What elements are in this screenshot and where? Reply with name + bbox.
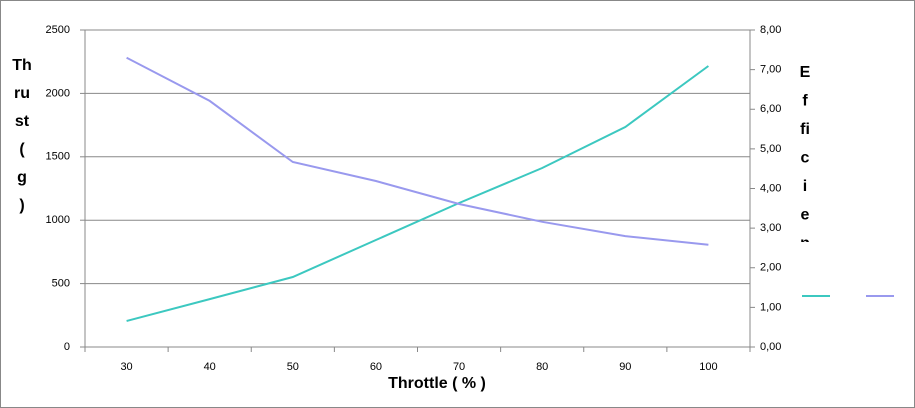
y2-axis-title: i xyxy=(803,178,807,195)
y-axis-title: Th xyxy=(12,57,32,74)
y-tick-label: 500 xyxy=(52,278,70,290)
x-tick-label: 50 xyxy=(287,361,299,373)
y2-tick-label: 4,00 xyxy=(760,182,781,194)
y2-axis-title: c xyxy=(801,150,810,167)
y2-tick-label: 0,00 xyxy=(760,341,781,353)
y2-tick-label: 5,00 xyxy=(760,143,781,155)
y-tick-label: 2500 xyxy=(46,24,70,36)
x-tick-label: 70 xyxy=(453,361,465,373)
y-axis-title: ( xyxy=(19,141,25,158)
x-tick-label: 90 xyxy=(619,361,631,373)
x-tick-label: 100 xyxy=(699,361,717,373)
y-tick-label: 1500 xyxy=(46,151,70,163)
x-axis-title: Throttle ( % ) xyxy=(388,375,486,392)
y2-tick-label: 7,00 xyxy=(760,64,781,76)
y-tick-label: 0 xyxy=(64,341,70,353)
y-axis-title: g xyxy=(17,169,27,186)
y-axis-title: ) xyxy=(19,197,24,214)
y2-tick-label: 2,00 xyxy=(760,262,781,274)
y2-axis-title: e xyxy=(801,207,810,224)
y2-tick-label: 8,00 xyxy=(760,24,781,36)
line-series xyxy=(126,56,709,246)
y-axis-title: st xyxy=(15,113,30,130)
y2-tick-label: 6,00 xyxy=(760,103,781,115)
y-tick-label: 1000 xyxy=(46,214,70,226)
y-tick-label: 2000 xyxy=(46,87,70,99)
y2-axis-title: E xyxy=(800,64,811,81)
y2-tick-label: 3,00 xyxy=(760,222,781,234)
y2-tick-label: 1,00 xyxy=(760,301,781,313)
y-axis-title: ru xyxy=(14,85,30,102)
x-tick-label: 40 xyxy=(204,361,216,373)
x-tick-label: 80 xyxy=(536,361,548,373)
y2-axis-title-group: Ef fi cien xyxy=(800,64,811,252)
x-tick-label: 30 xyxy=(120,361,132,373)
y2-axis-title: f xyxy=(802,93,808,110)
x-tick-label: 60 xyxy=(370,361,382,373)
y2-axis-title: n xyxy=(800,235,810,252)
y2-axis-title: fi xyxy=(800,121,810,138)
line-series xyxy=(126,65,709,322)
